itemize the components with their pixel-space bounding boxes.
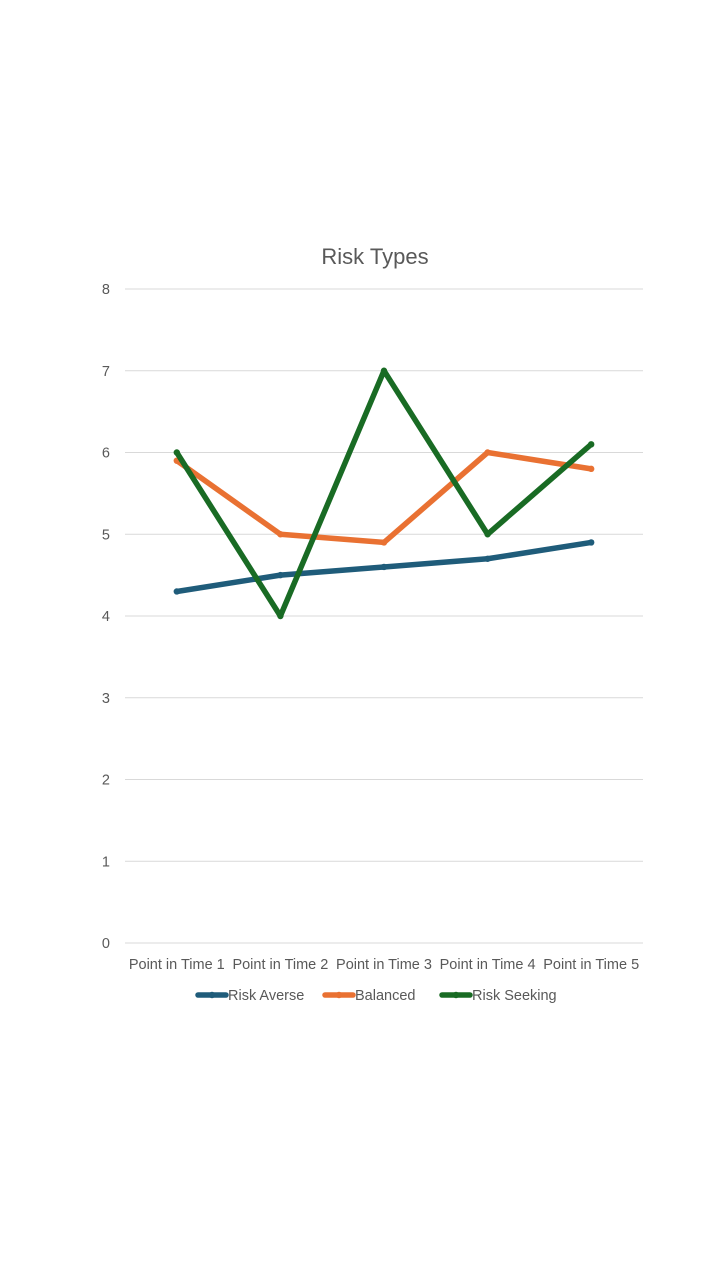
legend-item: Risk Seeking (439, 988, 557, 1004)
data-point (484, 555, 491, 562)
legend-item: Balanced (322, 988, 415, 1004)
y-tick-label: 7 (102, 364, 110, 380)
data-point (380, 367, 388, 374)
data-point (277, 571, 284, 579)
y-tick-label: 2 (102, 773, 110, 789)
y-tick-label: 4 (102, 609, 110, 625)
data-point (173, 449, 180, 456)
data-point (380, 563, 388, 571)
legend-label: Risk Seeking (472, 988, 557, 1004)
series-risk-averse (173, 539, 595, 595)
y-tick-label: 3 (102, 691, 110, 707)
data-point (588, 465, 595, 473)
data-point (484, 531, 491, 538)
y-tick-label: 0 (102, 936, 110, 952)
y-tick-label: 6 (102, 446, 110, 462)
data-point (173, 588, 180, 595)
x-tick-label: Point in Time 1 (129, 957, 225, 973)
gridlines (125, 288, 643, 944)
x-axis-ticks: Point in Time 1 Point in Time 2 Point in T… (129, 957, 639, 973)
data-point (588, 539, 595, 546)
chart-title: Risk Types (321, 244, 428, 269)
series-lines (173, 367, 595, 620)
y-axis-ticks: 0 1 2 3 4 5 6 7 8 (102, 282, 110, 952)
legend-item: Risk Averse (195, 988, 304, 1004)
data-point (380, 539, 388, 546)
x-tick-label: Point in Time 4 (440, 957, 536, 973)
legend-label: Risk Averse (228, 988, 304, 1004)
x-tick-label: Point in Time 5 (543, 957, 639, 973)
x-tick-label: Point in Time 2 (232, 957, 328, 973)
legend-marker (452, 991, 460, 999)
y-tick-label: 8 (102, 282, 110, 298)
legend-marker (208, 991, 216, 999)
y-tick-label: 5 (102, 527, 110, 543)
data-point (277, 531, 284, 538)
data-point (484, 449, 491, 456)
legend-marker (335, 991, 343, 999)
y-tick-label: 1 (102, 854, 110, 870)
legend-label: Balanced (355, 988, 415, 1004)
data-point (277, 612, 284, 620)
legend: Risk Averse Balanced Risk Seeking (195, 988, 557, 1004)
data-point (588, 441, 595, 448)
series-risk-seeking (173, 367, 595, 620)
x-tick-label: Point in Time 3 (336, 957, 432, 973)
